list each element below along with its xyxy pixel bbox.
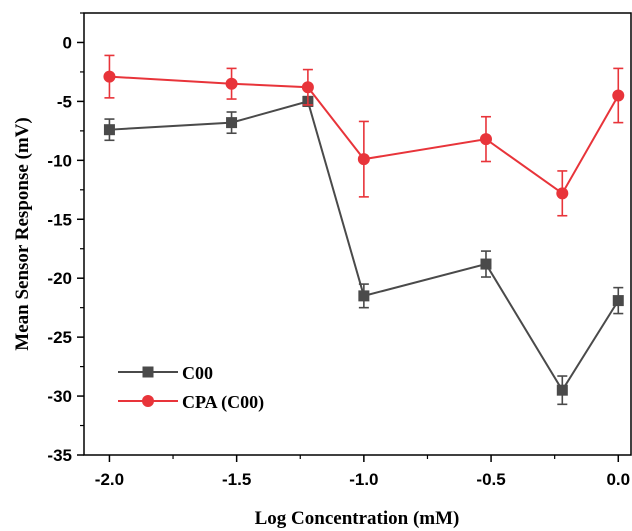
legend-marker-cpa: [142, 395, 154, 407]
y-tick-label: -30: [47, 387, 72, 406]
data-point: [556, 187, 569, 200]
data-point: [301, 81, 314, 94]
data-point: [103, 124, 115, 136]
data-point: [480, 258, 492, 270]
data-point: [479, 133, 492, 146]
y-tick-label: -35: [47, 446, 72, 465]
y-tick-label: 0: [63, 33, 72, 52]
x-axis-title: Log Concentration (mM): [255, 508, 460, 529]
y-axis-title: Mean Sensor Response (mV): [12, 117, 33, 350]
data-point: [358, 290, 370, 302]
legend-label-c00: C00: [182, 363, 213, 383]
data-point: [226, 117, 238, 129]
y-tick-label: -20: [47, 269, 72, 288]
legend: C00 CPA (C00): [118, 363, 264, 413]
x-axis-ticks: -2.0 -1.5 -1.0 -0.5 0.0: [95, 455, 630, 489]
y-tick-label: -10: [47, 151, 72, 170]
plot-frame: [83, 12, 632, 456]
y-tick-label: -25: [47, 328, 72, 347]
x-tick-label: -1.5: [222, 470, 251, 489]
legend-marker-c00: [142, 366, 154, 378]
y-tick-label: -5: [57, 92, 72, 111]
x-tick-label: 0.0: [606, 470, 630, 489]
x-tick-label: -2.0: [95, 470, 124, 489]
legend-label-cpa: CPA (C00): [182, 392, 264, 413]
data-point: [357, 153, 370, 166]
x-tick-label: -1.0: [349, 470, 378, 489]
data-point: [612, 295, 624, 307]
data-point: [556, 384, 568, 396]
data-point: [103, 70, 116, 83]
y-tick-label: -15: [47, 210, 72, 229]
x-tick-label: -0.5: [476, 470, 505, 489]
y-axis-ticks: 0 -5 -10 -15 -20 -25 -30 -35: [47, 12, 84, 465]
data-point: [612, 89, 625, 102]
data-point: [225, 77, 238, 90]
series-layer: [103, 54, 625, 406]
